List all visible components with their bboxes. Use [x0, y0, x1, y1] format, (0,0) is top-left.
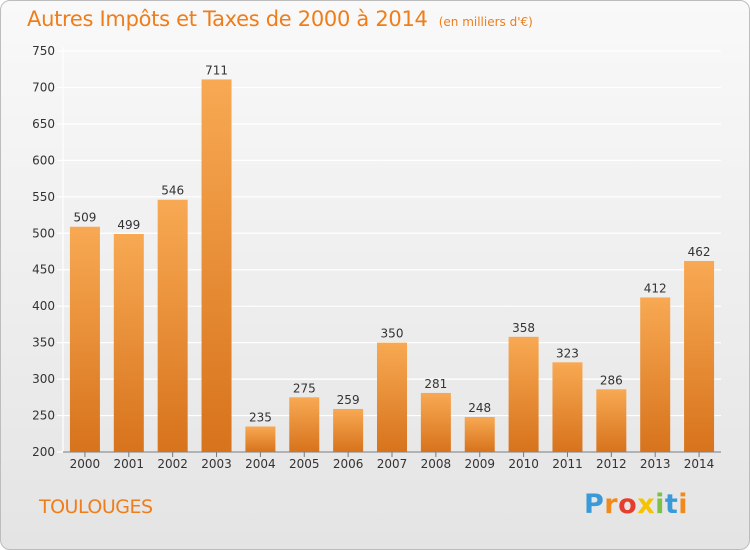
- data-label-2001: 499: [117, 218, 140, 232]
- x-tick-label-2005: 2005: [289, 457, 320, 471]
- data-label-2007: 350: [381, 327, 404, 341]
- bar-2013: [640, 297, 671, 452]
- y-tick-label: 450: [32, 263, 55, 277]
- y-tick-label: 550: [32, 190, 55, 204]
- proxiti-logo: Proxiti: [584, 489, 688, 520]
- logo-letter: o: [618, 489, 638, 520]
- data-label-2010: 358: [512, 321, 535, 335]
- logo-letter: t: [664, 489, 679, 520]
- data-label-2002: 546: [161, 184, 184, 198]
- bar-2005: [289, 397, 320, 452]
- bar-2012: [596, 389, 627, 452]
- data-label-2005: 275: [293, 381, 316, 395]
- x-tick-label-2007: 2007: [377, 457, 408, 471]
- bar-2003: [201, 79, 232, 453]
- data-label-2012: 286: [600, 373, 623, 387]
- x-tick-label-2001: 2001: [114, 457, 145, 471]
- chart-title-text: Autres Impôts et Taxes de 2000 à 2014: [27, 7, 428, 31]
- chart-title: Autres Impôts et Taxes de 2000 à 2014 (e…: [27, 7, 533, 31]
- y-tick-label: 700: [32, 80, 55, 94]
- bar-2006: [333, 408, 364, 452]
- bar-2010: [508, 336, 539, 452]
- y-tick-label: 350: [32, 336, 55, 350]
- x-tick-label-2012: 2012: [596, 457, 627, 471]
- x-tick-label-2003: 2003: [201, 457, 232, 471]
- bar-2001: [113, 234, 144, 452]
- y-tick-label: 300: [32, 372, 55, 386]
- x-tick-label-2002: 2002: [157, 457, 188, 471]
- data-label-2006: 259: [337, 393, 360, 407]
- y-tick-label: 500: [32, 226, 55, 240]
- x-tick-label-2008: 2008: [421, 457, 452, 471]
- data-label-2003: 711: [205, 63, 228, 77]
- x-tick-label-2011: 2011: [552, 457, 583, 471]
- logo-letter: P: [584, 489, 605, 520]
- bar-2007: [377, 342, 407, 452]
- bar-2000: [69, 226, 100, 452]
- data-label-2004: 235: [249, 410, 272, 424]
- x-tick-label-2006: 2006: [333, 457, 364, 471]
- bar-2011: [552, 362, 583, 452]
- bar-2009: [464, 417, 495, 452]
- logo-letter: r: [604, 489, 619, 520]
- y-tick-label: 400: [32, 299, 55, 313]
- logo-letter: i: [678, 489, 689, 520]
- data-label-2011: 323: [556, 346, 579, 360]
- x-tick-label-2010: 2010: [508, 457, 539, 471]
- chart-unit-text: (en milliers d'€): [438, 15, 533, 29]
- x-tick-label-2013: 2013: [640, 457, 671, 471]
- data-label-2000: 509: [73, 211, 96, 225]
- data-label-2009: 248: [468, 401, 491, 415]
- logo-letter: x: [637, 489, 656, 520]
- bar-2002: [157, 199, 188, 452]
- y-tick-label: 600: [32, 153, 55, 167]
- bar-2014: [684, 260, 715, 452]
- x-tick-label-2000: 2000: [70, 457, 101, 471]
- y-tick-label: 750: [32, 44, 55, 58]
- y-tick-label: 200: [32, 445, 55, 459]
- bar-2004: [245, 426, 276, 452]
- data-label-2014: 462: [688, 245, 711, 259]
- bar-2008: [420, 392, 451, 452]
- commune-name: TOULOUGES: [39, 496, 153, 518]
- x-tick-label-2014: 2014: [684, 457, 715, 471]
- y-tick-label: 250: [32, 409, 55, 423]
- y-tick-label: 650: [32, 117, 55, 131]
- data-label-2008: 281: [424, 377, 447, 391]
- logo-letter: i: [655, 489, 665, 520]
- x-tick-label-2009: 2009: [464, 457, 495, 471]
- x-tick-label-2004: 2004: [245, 457, 276, 471]
- data-label-2013: 412: [644, 281, 667, 295]
